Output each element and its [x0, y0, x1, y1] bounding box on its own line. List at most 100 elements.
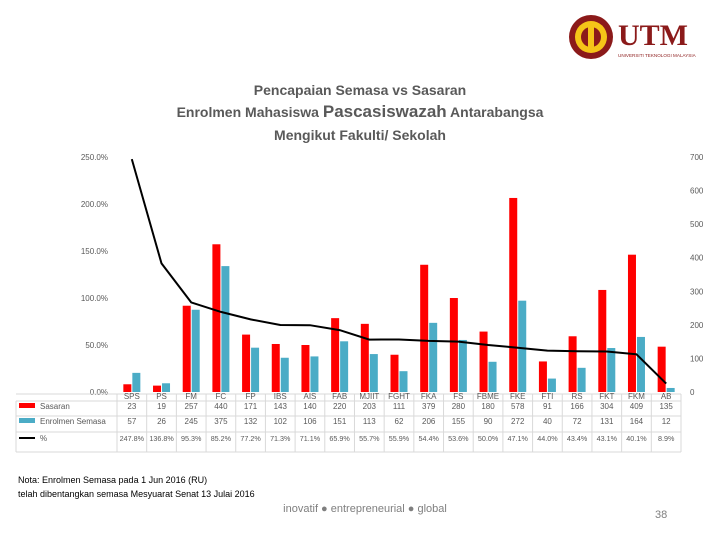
utm-crest-mark — [588, 27, 594, 47]
bar-sasaran — [271, 343, 280, 392]
page-number: 38 — [655, 509, 668, 521]
category-label: FTI — [541, 392, 553, 401]
table-cell-value: 72 — [573, 417, 582, 426]
utm-logo-subtitle: UNIVERSITI TEKNOLOGI MALAYSIA — [618, 53, 697, 58]
table-cell-value: 12 — [662, 417, 671, 426]
table-cell-value: 95.3% — [181, 434, 202, 443]
table-cell-value: 62 — [395, 417, 404, 426]
left-axis-tick-label: 100.0% — [81, 294, 108, 303]
table-cell-value: 180 — [481, 402, 495, 411]
chart-title-line1: Pencapaian Semasa vs Sasaran — [253, 82, 467, 98]
bar-sasaran — [242, 334, 251, 392]
table-cell-value: 203 — [363, 402, 377, 411]
right-axis-tick-label: 0 — [690, 388, 695, 397]
table-cell-value: 245 — [185, 417, 199, 426]
bar-enrolmen-semasa — [340, 341, 349, 392]
right-axis-tick-label: 300 — [690, 287, 704, 296]
footnote-line2: telah dibentangkan semasa Mesyuarat Sena… — [18, 489, 255, 499]
bar-sasaran — [598, 289, 607, 392]
bar-enrolmen-semasa — [310, 356, 319, 392]
table-cell-value: 44.0% — [537, 434, 558, 443]
category-label: FP — [245, 392, 255, 401]
bar-sasaran — [538, 361, 547, 392]
bar-enrolmen-semasa — [636, 336, 645, 392]
category-label: FC — [216, 392, 227, 401]
table-cell-value: 50.0% — [478, 434, 499, 443]
table-cell-value: 47.1% — [508, 434, 529, 443]
legend-label: Enrolmen Semasa — [40, 417, 106, 426]
legend-key-enrolmen — [19, 418, 35, 423]
table-cell-value: 164 — [630, 417, 644, 426]
bar-enrolmen-semasa — [488, 361, 497, 392]
table-cell-value: 55.9% — [389, 434, 410, 443]
table-cell-value: 71.3% — [270, 434, 291, 443]
table-cell-value: 54.4% — [418, 434, 439, 443]
category-label: FAB — [332, 392, 347, 401]
legend-label: Sasaran — [40, 402, 70, 411]
bar-enrolmen-semasa — [547, 378, 556, 392]
right-axis-tick-label: 700 — [690, 153, 704, 162]
table-cell-value: 91 — [543, 402, 552, 411]
category-label: RS — [572, 392, 583, 401]
chart-title-pre: Enrolmen Mahasiswa — [176, 104, 319, 120]
category-label: FKT — [599, 392, 614, 401]
left-axis-tick-label: 250.0% — [81, 153, 108, 162]
table-cell-value: 143 — [274, 402, 288, 411]
bar-enrolmen-semasa — [666, 387, 675, 392]
bar-sasaran — [657, 346, 666, 392]
bar-sasaran — [212, 244, 221, 392]
table-cell-value: 131 — [600, 417, 614, 426]
tagline: inovatif ● entrepreneurial ● global — [283, 503, 447, 515]
bar-sasaran — [509, 197, 518, 392]
table-cell-value: 440 — [214, 402, 228, 411]
left-axis-tick-label: 200.0% — [81, 200, 108, 209]
bar-sasaran — [301, 345, 310, 392]
category-label: FKE — [510, 392, 526, 401]
table-cell-value: 304 — [600, 402, 614, 411]
utm-logo-text: UTM — [618, 19, 688, 52]
category-label: SPS — [124, 392, 140, 401]
bar-sasaran — [479, 331, 488, 392]
table-cell-value: 23 — [127, 402, 136, 411]
table-cell-value: 43.4% — [567, 434, 588, 443]
category-label: FKA — [421, 392, 437, 401]
table-cell-value: 166 — [570, 402, 584, 411]
chart-title-line2: Enrolmen Mahasiswa Pascasiswazah Antarab… — [120, 102, 600, 122]
table-cell-value: 136.8% — [149, 434, 174, 443]
table-cell-value: 247.8% — [120, 434, 145, 443]
footnote-line1: Nota: Enrolmen Semasa pada 1 Jun 2016 (R… — [18, 475, 208, 485]
table-cell-value: 257 — [185, 402, 199, 411]
left-axis-tick-label: 50.0% — [85, 341, 108, 350]
bar-enrolmen-semasa — [251, 347, 260, 392]
category-label: FKM — [628, 392, 645, 401]
table-cell-value: 206 — [422, 417, 436, 426]
left-axis-tick-label: 0.0% — [90, 388, 108, 397]
bar-sasaran — [331, 318, 340, 392]
table-cell-value: 106 — [303, 417, 317, 426]
table-cell-value: 111 — [393, 402, 406, 411]
table-cell-value: 151 — [333, 417, 347, 426]
table-cell-value: 135 — [659, 402, 673, 411]
bar-sasaran — [568, 336, 577, 392]
legend-label: % — [40, 434, 47, 443]
legend-key-sasaran — [19, 403, 35, 408]
bar-sasaran — [420, 264, 429, 392]
category-label: MJIIT — [359, 392, 379, 401]
utm-logo: UTM UNIVERSITI TEKNOLOGI MALAYSIA — [569, 15, 697, 59]
table-cell-value: 578 — [511, 402, 525, 411]
bar-sasaran — [123, 384, 132, 392]
table-cell-value: 409 — [630, 402, 644, 411]
table-cell-value: 57 — [127, 417, 136, 426]
table-cell-value: 55.7% — [359, 434, 380, 443]
percentage-line — [130, 158, 667, 385]
left-axis-tick-label: 150.0% — [81, 247, 108, 256]
category-label: FM — [185, 392, 197, 401]
category-label: IBS — [274, 392, 287, 401]
right-axis-tick-label: 600 — [690, 187, 704, 196]
category-label: AB — [661, 392, 672, 401]
bar-enrolmen-semasa — [369, 354, 378, 392]
table-cell-value: 8.9% — [658, 434, 675, 443]
category-label: FGHT — [388, 392, 410, 401]
table-cell-value: 280 — [452, 402, 466, 411]
